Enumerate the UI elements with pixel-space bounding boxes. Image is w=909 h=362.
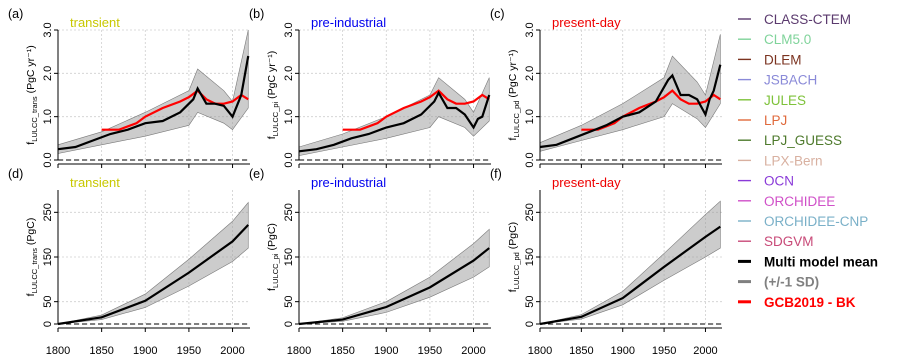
y-tick-label: 3.0 [524, 22, 536, 37]
gcb-line [581, 89, 721, 131]
sd-band [298, 228, 490, 325]
y-tick-label: 150 [524, 248, 536, 266]
panel-e: 0 50 150 250 1800 1850 1900 1950 2000 fLULCC_pi (… [249, 167, 491, 357]
y-tick-label: 0.0 [42, 152, 54, 167]
gcb-line [101, 89, 249, 131]
legend-label: ORCHIDEE-CNP [764, 214, 868, 229]
y-axis-label: fLULCC_trans (PgC yr⁻¹) [25, 45, 39, 144]
legend: CLASS-CTEM CLM5.0 DLEM JSBACH JULES LPJ LPJ_GU… [738, 12, 878, 310]
y-tick-label: 1.0 [524, 109, 536, 124]
panel-label: (d) [8, 167, 23, 181]
panel-label: (c) [490, 7, 505, 21]
x-tick-label: 1950 [418, 345, 442, 357]
x-tick-label: 1900 [374, 345, 398, 357]
sd-band [57, 29, 249, 154]
panel-label: (a) [8, 7, 23, 21]
y-tick-label: 1.0 [283, 109, 295, 124]
panel-title: transient [70, 175, 120, 190]
legend-label: CLASS-CTEM [764, 12, 851, 27]
y-tick-label: 0 [524, 321, 536, 327]
legend-label: LPX-Bern [764, 153, 823, 168]
panel-d: 0 50 150 250 1800 1850 1900 1950 2000 fLULCC_tran… [8, 167, 250, 357]
mean-line [298, 247, 490, 326]
y-tick-label: 3.0 [283, 22, 295, 37]
mean-line [57, 224, 250, 326]
y-tick-label: 250 [42, 203, 54, 221]
panel-label: (e) [249, 167, 264, 181]
y-tick-label: 2.0 [283, 66, 295, 81]
panel-label: (f) [490, 167, 502, 181]
panel-title: present-day [552, 15, 621, 30]
legend-label: LPJ [764, 113, 787, 128]
sd-band [57, 201, 249, 325]
y-tick-label: 3.0 [42, 22, 54, 37]
y-tick-label: 2.0 [42, 66, 54, 81]
y-axis-label: fLULCC_pi (PgC yr⁻¹) [266, 51, 280, 140]
y-tick-label: 250 [283, 203, 295, 221]
mean-line [298, 90, 491, 153]
x-tick-label: 1900 [133, 345, 157, 357]
x-tick-label: 1850 [89, 345, 113, 357]
panel-title: transient [70, 15, 120, 30]
y-tick-label: 50 [524, 296, 536, 308]
y-tick-label: 150 [283, 248, 295, 266]
gcb-line [342, 89, 490, 131]
mean-line [57, 55, 250, 151]
legend-label: JSBACH [764, 73, 817, 88]
legend-label: ORCHIDEE [764, 194, 835, 209]
y-axis-label: fLULCC_pi (PgC) [266, 223, 280, 291]
panel-b: 0.0 1.0 2.0 3.0 fLULCC_pi (PgC yr⁻¹) (b) pre-i… [249, 7, 491, 168]
panel-f: 0 50 150 250 1800 1850 1900 1950 2000 fLULCC_pd (… [490, 167, 722, 357]
panel-label: (b) [249, 7, 264, 21]
y-tick-label: 0.0 [524, 152, 536, 167]
y-axis-label: fLULCC_trans (PgC) [25, 218, 39, 297]
x-tick-label: 1850 [330, 345, 354, 357]
mean-line [539, 225, 721, 326]
sd-band [539, 200, 721, 325]
x-tick-label: 2000 [461, 345, 485, 357]
panel-title: pre-industrial [311, 175, 386, 190]
y-axis-label: fLULCC_pd (PgC yr⁻¹) [507, 49, 521, 140]
sd-band [539, 34, 721, 152]
y-tick-label: 50 [42, 296, 54, 308]
legend-label: OCN [764, 174, 794, 189]
y-axis-label: fLULCC_pd (PgC) [507, 222, 521, 292]
x-tick-label: 1950 [652, 345, 676, 357]
x-tick-label: 1800 [287, 345, 311, 357]
panel-title: pre-industrial [311, 15, 386, 30]
x-tick-label: 1950 [177, 345, 201, 357]
y-tick-label: 250 [524, 203, 536, 221]
x-tick-label: 1850 [569, 345, 593, 357]
legend-label: DLEM [764, 52, 802, 67]
legend-label: (+/-1 SD) [764, 275, 819, 290]
legend-label: LPJ_GUESS [764, 133, 842, 148]
x-tick-label: 1800 [528, 345, 552, 357]
legend-label: CLM5.0 [764, 32, 811, 47]
x-tick-label: 1800 [46, 345, 70, 357]
x-tick-label: 2000 [220, 345, 244, 357]
x-tick-label: 1900 [610, 345, 634, 357]
mean-line [539, 64, 722, 149]
y-tick-label: 0 [283, 321, 295, 327]
y-tick-label: 0 [42, 321, 54, 327]
y-tick-label: 150 [42, 248, 54, 266]
legend-label: GCB2019 - BK [764, 295, 856, 310]
y-tick-label: 0.0 [283, 152, 295, 167]
y-tick-label: 50 [283, 296, 295, 308]
y-tick-label: 2.0 [524, 66, 536, 81]
legend-label: SDGVM [764, 234, 814, 249]
x-tick-label: 2000 [693, 345, 717, 357]
panel-title: present-day [552, 175, 621, 190]
legend-label: Multi model mean [764, 254, 878, 269]
legend-label: JULES [764, 93, 806, 108]
y-tick-label: 1.0 [42, 109, 54, 124]
